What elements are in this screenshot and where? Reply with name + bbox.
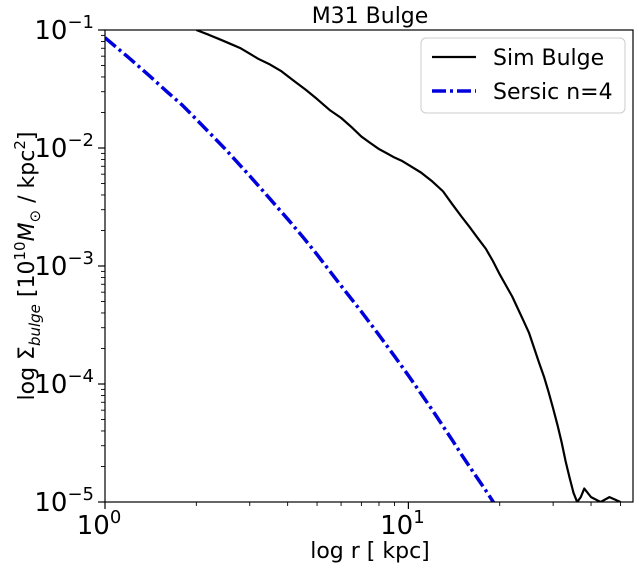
y-label-m: M [15,222,40,241]
y-tick-label: 10−5 [34,484,94,518]
y-label-unit: / kpc [15,150,40,210]
x-axis-label: log r [ kpc] [310,539,430,564]
y-label-end: ] [15,132,40,141]
chart-title: M31 Bulge [312,4,429,29]
x-tick-label: 101 [380,507,425,541]
x-axis: 100 101 [77,502,621,541]
y-label-sup2: 2 [11,140,29,150]
y-tick-label: 10−4 [34,366,94,400]
x-tick-label: 100 [77,507,122,541]
y-label-sun: ⊙ [26,210,44,223]
y-label-prefix: log Σ [15,346,40,400]
legend-label-sersic: Sersic n=4 [493,80,613,105]
legend: Sim Bulge Sersic n=4 [420,37,626,114]
y-label-sub: bulge [26,304,44,346]
y-label-sup1: 10 [11,241,29,260]
y-label-mid: [10 [15,261,40,305]
series-layer [105,30,621,502]
y-axis-label: log Σbulge [1010M⊙ / kpc2] [11,132,44,401]
y-axis: 10−1 10−2 10−3 10−4 10−5 [34,12,105,518]
y-tick-label: 10−3 [34,248,94,282]
legend-label-sim-bulge: Sim Bulge [493,46,604,71]
y-tick-label: 10−2 [34,130,94,164]
y-tick-label: 10−1 [34,12,94,46]
series-line-1 [105,36,496,502]
series-line-0 [195,30,621,502]
